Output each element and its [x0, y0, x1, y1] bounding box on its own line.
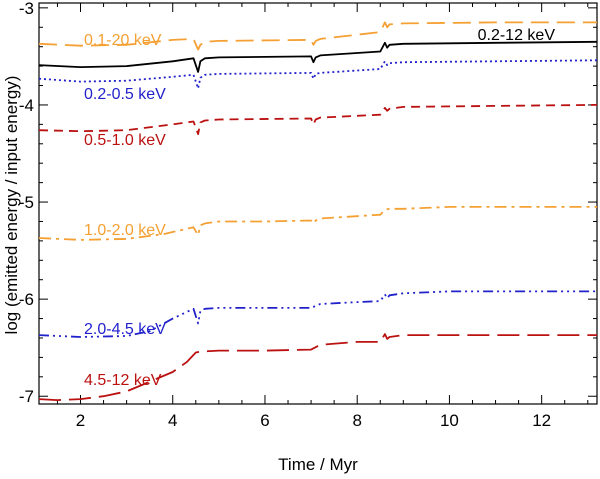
series-label: 0.1-20 keV [84, 32, 162, 49]
x-tick-label: 6 [260, 411, 269, 430]
plot-frame [38, 2, 598, 405]
x-tick-label: 4 [168, 411, 177, 430]
series-label: 1.0-2.0 keV [84, 222, 166, 239]
y-tick-label: -3 [19, 0, 34, 18]
series-line-0-5-1-0-kev [38, 104, 598, 136]
x-tick-label: 12 [532, 411, 551, 430]
x-tick-label: 2 [76, 411, 85, 430]
series-label: 0.2-0.5 keV [84, 86, 166, 103]
series-line-0-1-20-kev [38, 21, 597, 51]
x-axis-ticks: 2 4 6 8 10 12 [56, 3, 589, 430]
x-tick-label: 8 [352, 411, 361, 430]
series-label: 2.0-4.5 keV [84, 321, 166, 338]
series-line-1-0-2-0-kev [38, 205, 597, 241]
y-tick-label: -4 [19, 96, 34, 115]
series-line-0-2-0-5-kev [38, 59, 598, 90]
y-axis-title: log (emitted energy / input energy) [2, 76, 21, 335]
y-axis-ticks: -3 -4 -5 -6 -7 [19, 0, 597, 406]
y-tick-label: -5 [19, 193, 34, 212]
series-lines [38, 21, 598, 402]
x-axis-title: Time / Myr [278, 455, 358, 474]
x-tick-label: 10 [440, 411, 459, 430]
series-label: 0.2-12 keV [478, 27, 556, 44]
y-tick-label: -7 [19, 387, 34, 406]
y-tick-label: -6 [19, 290, 34, 309]
series-labels: 0.1-20 keV 0.2-12 keV 0.2-0.5 keV 0.5-1.0 k… [84, 27, 555, 389]
series-label: 4.5-12 keV [84, 372, 162, 389]
series-label: 0.5-1.0 keV [84, 132, 166, 149]
series-line-2-0-4-5-kev [38, 290, 597, 338]
series-line-4-5-12-kev [38, 333, 597, 402]
series-line-0-2-12-kev [38, 40, 598, 73]
